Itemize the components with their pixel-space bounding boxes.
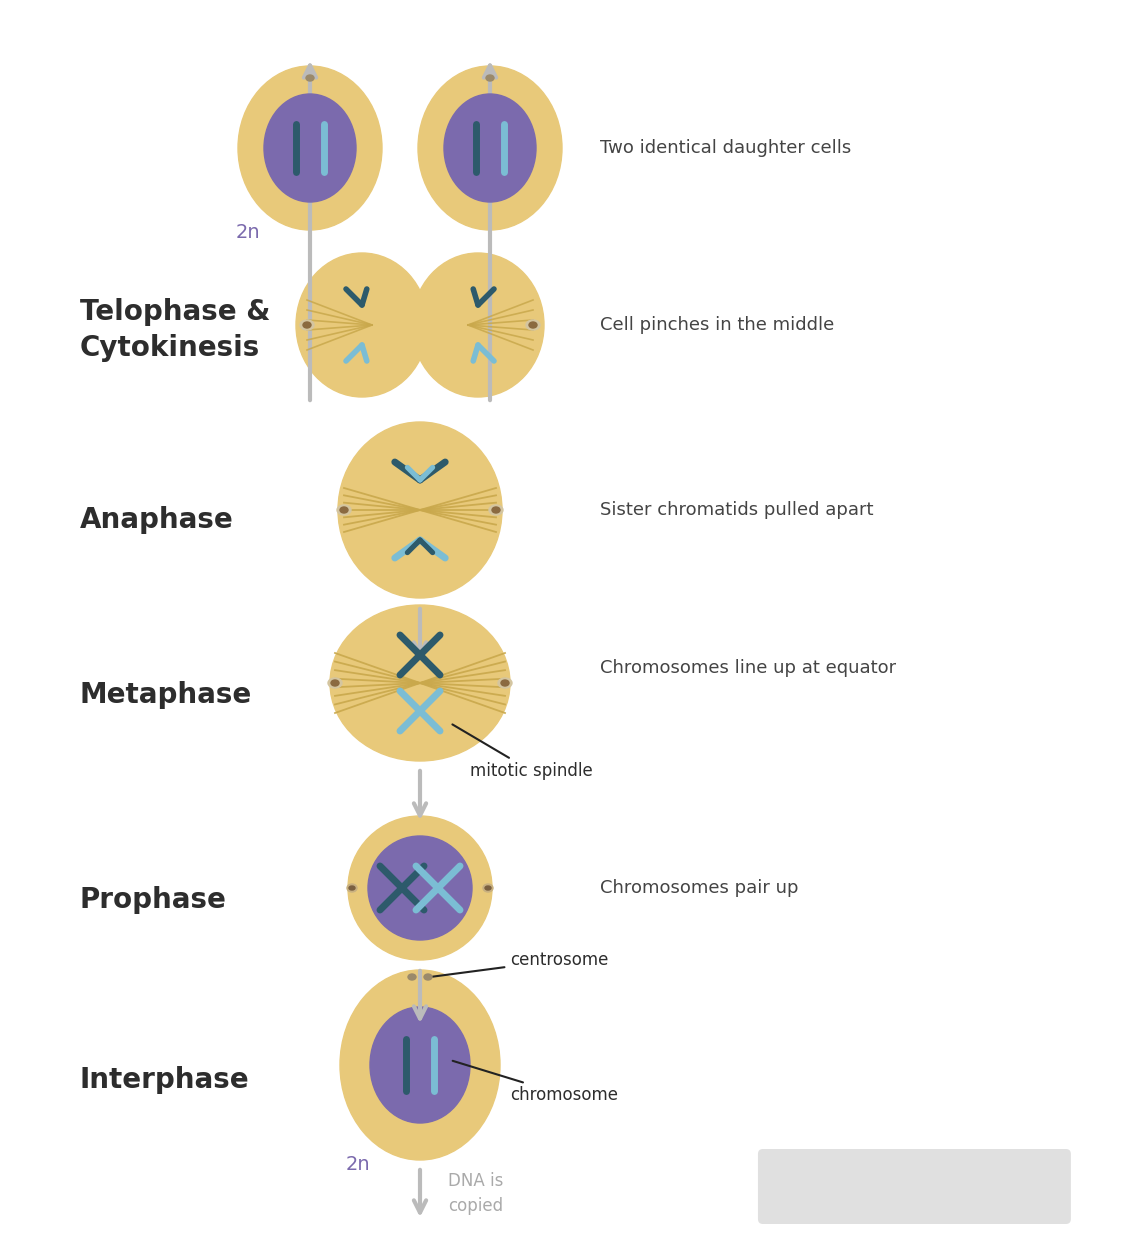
Text: 2n: 2n	[827, 1177, 850, 1195]
Text: Chromosomes line up at equator: Chromosomes line up at equator	[600, 659, 896, 677]
Ellipse shape	[368, 836, 472, 940]
Ellipse shape	[300, 320, 314, 330]
Ellipse shape	[485, 886, 491, 889]
Text: chromosome: chromosome	[452, 1061, 618, 1103]
Ellipse shape	[340, 508, 348, 513]
Ellipse shape	[424, 974, 432, 980]
Text: Chromosomes pair up: Chromosomes pair up	[600, 880, 799, 897]
Ellipse shape	[328, 678, 342, 688]
Ellipse shape	[486, 75, 494, 81]
Text: Two identical daughter cells: Two identical daughter cells	[600, 139, 852, 157]
Ellipse shape	[348, 816, 493, 960]
Ellipse shape	[502, 680, 509, 685]
Text: 2n: 2n	[236, 223, 260, 243]
Text: Prophase: Prophase	[80, 886, 227, 914]
Ellipse shape	[331, 680, 339, 685]
FancyBboxPatch shape	[758, 1149, 1070, 1224]
Ellipse shape	[264, 95, 356, 202]
Text: Sister chromatids pulled apart: Sister chromatids pulled apart	[600, 501, 874, 519]
Text: - diploid: - diploid	[868, 1177, 954, 1195]
Text: centrosome: centrosome	[433, 950, 608, 977]
Text: Telophase &
Cytokinesis: Telophase & Cytokinesis	[80, 297, 270, 362]
Ellipse shape	[526, 320, 540, 330]
Ellipse shape	[349, 886, 355, 889]
Ellipse shape	[370, 1006, 470, 1123]
Text: Interphase: Interphase	[80, 1066, 249, 1093]
Ellipse shape	[528, 322, 537, 328]
Ellipse shape	[338, 422, 502, 598]
Ellipse shape	[412, 253, 544, 397]
Ellipse shape	[408, 974, 416, 980]
Ellipse shape	[489, 505, 503, 515]
Ellipse shape	[482, 884, 493, 892]
Text: Cell pinches in the middle: Cell pinches in the middle	[600, 316, 835, 333]
Ellipse shape	[498, 678, 512, 688]
Text: 2n: 2n	[346, 1154, 370, 1174]
Ellipse shape	[337, 505, 351, 515]
Ellipse shape	[493, 508, 500, 513]
Ellipse shape	[303, 322, 311, 328]
Text: Metaphase: Metaphase	[80, 680, 252, 709]
Ellipse shape	[238, 66, 381, 230]
Ellipse shape	[419, 66, 562, 230]
Text: Anaphase: Anaphase	[80, 506, 233, 534]
Text: DNA is
copied: DNA is copied	[448, 1172, 504, 1215]
Ellipse shape	[306, 75, 314, 81]
Text: mitotic spindle: mitotic spindle	[452, 724, 592, 780]
Ellipse shape	[296, 253, 427, 397]
Ellipse shape	[330, 605, 511, 761]
Ellipse shape	[444, 95, 536, 202]
Ellipse shape	[340, 970, 500, 1159]
Ellipse shape	[347, 884, 357, 892]
